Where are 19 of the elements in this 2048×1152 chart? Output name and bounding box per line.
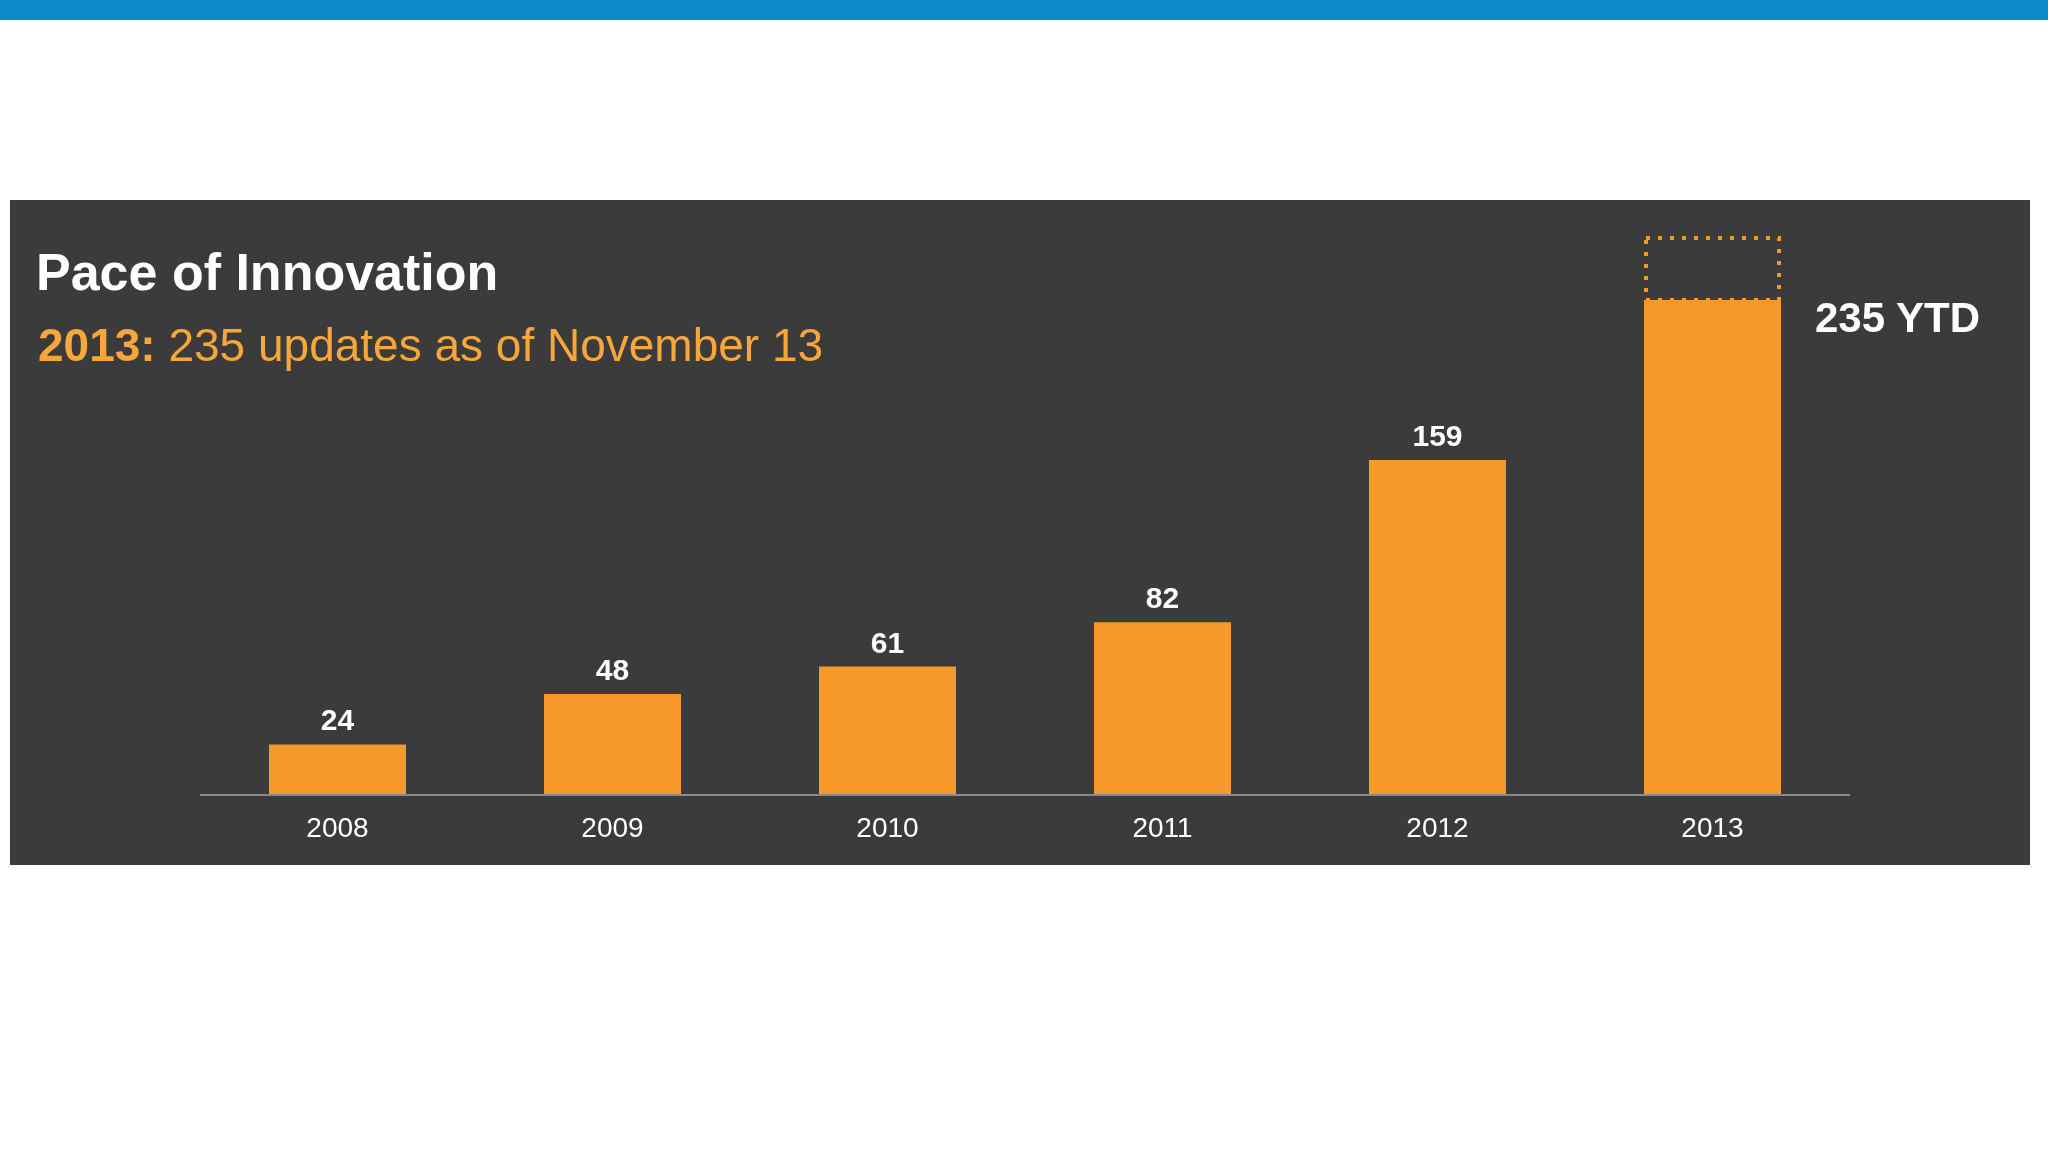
bar bbox=[544, 693, 681, 795]
x-tick-label: 2008 bbox=[306, 811, 369, 843]
chart-title: Pace of Innovation bbox=[36, 242, 499, 302]
x-tick-label: 2012 bbox=[1406, 811, 1469, 843]
x-tick-label: 2009 bbox=[581, 811, 644, 843]
bar bbox=[819, 666, 956, 795]
x-tick-label: 2013 bbox=[1681, 811, 1744, 843]
x-tick-label: 2011 bbox=[1132, 811, 1193, 843]
data-label: 159 bbox=[1412, 419, 1463, 453]
x-tick-label: 2010 bbox=[856, 811, 919, 843]
bar bbox=[269, 744, 406, 795]
bar bbox=[1094, 622, 1231, 795]
data-label: 82 bbox=[1145, 581, 1180, 615]
data-label: 61 bbox=[870, 625, 905, 659]
data-label: 24 bbox=[320, 703, 355, 737]
chart-subtitle: 2013: 235 updates as of November 13 bbox=[38, 318, 824, 372]
bar bbox=[1369, 460, 1506, 795]
data-label: 48 bbox=[595, 652, 630, 686]
annotation: 235 YTD bbox=[1815, 294, 1980, 341]
